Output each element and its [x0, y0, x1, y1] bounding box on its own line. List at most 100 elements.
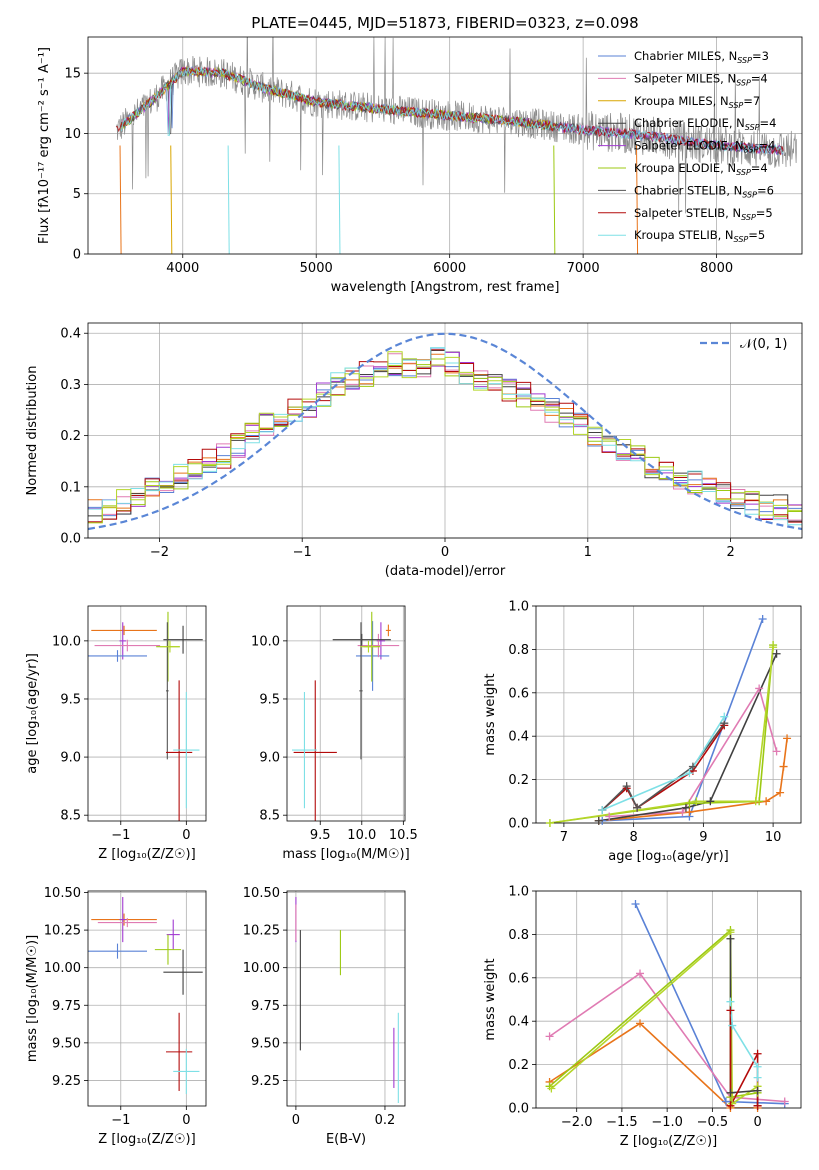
plot-area-mass_vs_ebv [295, 897, 399, 1103]
x-tick-label: 1 [584, 545, 592, 560]
axes-age_vs_Z: −1 0 8.5 9.0 9.5 10.0 Z [log₁₀(Z/Z☉)] age [log₁… [25, 605, 207, 862]
x-tick-label: 0 [182, 828, 190, 843]
y-tick-label: 0.4 [60, 327, 81, 342]
model-spectrum-kroupa_stelib [120, 66, 784, 155]
weight-point [720, 712, 729, 721]
x-tick-label: 7000 [567, 261, 600, 276]
y-axis-label: mass [log₁₀(M/M☉)] [25, 935, 40, 1062]
y-tick-label: 0.8 [508, 643, 529, 658]
weight-point [726, 934, 735, 943]
axes-weight_vs_Z: −2.0 −1.5 −1.0 −0.5 0 0.0 0.2 0.4 0.6 0.8 1.0 Z [lo… [483, 885, 802, 1149]
x-tick-label: −2.0 [561, 1115, 593, 1130]
weight-point [772, 747, 781, 756]
spectrum-drop [553, 145, 556, 254]
y-tick-label: 5 [73, 187, 81, 202]
x-axis-label: Z [log₁₀(Z/Z☉)] [98, 847, 195, 862]
y-axis-label: age [log₁₀(age/yr)] [25, 653, 40, 774]
y-tick-label: 0.2 [508, 1058, 529, 1073]
weight-line-lime [549, 647, 774, 823]
x-tick-label: −0.5 [697, 1115, 729, 1130]
weight-line-kroupa_stelib [729, 1001, 759, 1078]
y-tick-label: 10.00 [44, 961, 81, 976]
weight-point [762, 797, 771, 806]
y-tick-label: 15 [64, 67, 81, 82]
weight-line-orange [549, 1022, 758, 1108]
weight-line-chabrier_elodie [598, 653, 778, 822]
spectrum-drop [119, 145, 122, 254]
y-tick-label: 10.50 [243, 886, 280, 901]
weight-point [776, 788, 785, 797]
axes-mass_vs_ebv: 0 0.2 9.25 9.50 9.75 10.00 10.25 10.50 E(B-V) [243, 886, 406, 1147]
y-axis-label: Normed distribution [25, 366, 40, 496]
legend-label: Kroupa ELODIE, NSSP=4 [634, 161, 768, 177]
y-tick-label: 10.00 [243, 961, 280, 976]
legend-label: Chabrier STELIB, NSSP=6 [634, 183, 774, 199]
y-tick-label: 9.75 [251, 999, 280, 1014]
weight-point [631, 900, 640, 909]
weight-point [728, 1021, 737, 1030]
y-tick-label: 9.25 [251, 1074, 280, 1089]
weight-point [688, 762, 697, 771]
weight-point [783, 734, 792, 743]
x-axis-label: mass [log₁₀(M/M☉)] [282, 847, 409, 862]
weight-point [547, 1084, 556, 1093]
axes-spectrum: 4000 5000 6000 7000 8000 0 5 10 15 wavelength [An… [37, 36, 803, 295]
x-axis-label: E(B-V) [326, 1132, 366, 1147]
weight-point [758, 615, 767, 624]
x-tick-label: −1 [293, 545, 312, 560]
plot-area-age_vs_mass [291, 611, 400, 821]
weight-point [753, 1086, 762, 1095]
weight-point [780, 1097, 789, 1106]
y-tick-label: 0.2 [60, 429, 81, 444]
weight-point [636, 969, 645, 978]
y-tick-label: 9.0 [60, 751, 81, 766]
y-axis-label: mass weight [483, 673, 498, 755]
y-tick-label: 0.6 [508, 971, 529, 986]
y-tick-label: 1.0 [508, 885, 529, 900]
x-tick-label: 0.2 [375, 1113, 396, 1128]
axes-frame [535, 605, 802, 824]
weight-line-kroupa_stelib [601, 716, 725, 811]
y-tick-label: 1.0 [508, 600, 529, 615]
y-tick-label: 10 [64, 127, 81, 142]
weight-line-orange [598, 738, 788, 822]
weight-point [726, 1088, 735, 1097]
legend: Chabrier MILES, NSSP=3 Salpeter MILES, NS… [598, 49, 776, 244]
y-tick-label: 10.0 [52, 634, 81, 649]
y-tick-label: 0.0 [508, 1102, 529, 1117]
weight-point [636, 1019, 645, 1028]
y-tick-label: 9.50 [52, 1036, 81, 1051]
weight-line-salpeter_stelib [601, 724, 725, 811]
weight-point [685, 769, 694, 778]
x-tick-label: 8 [629, 830, 637, 845]
spectrum-drop [227, 145, 230, 254]
x-tick-label: 0 [182, 1113, 190, 1128]
plot-area-spectrum [115, 37, 798, 254]
x-tick-label: −1 [111, 1113, 130, 1128]
legend-label: Kroupa MILES, NSSP=7 [634, 94, 760, 110]
y-tick-label: 9.75 [52, 999, 81, 1014]
weight-point [769, 643, 778, 652]
y-tick-label: 0.3 [60, 378, 81, 393]
x-tick-label: 2 [726, 545, 734, 560]
x-axis-label: Z [log₁₀(Z/Z☉)] [98, 1132, 195, 1147]
spectrum-drop [338, 145, 341, 254]
y-tick-label: 10.25 [44, 924, 81, 939]
y-tick-label: 0.0 [508, 817, 529, 832]
legend: 𝒩(0, 1) [700, 337, 787, 352]
legend-label: 𝒩(0, 1) [740, 337, 787, 352]
weight-point [598, 805, 607, 814]
legend-label: Chabrier ELODIE, NSSP=4 [634, 116, 776, 132]
plot-area-residuals [88, 332, 802, 531]
y-tick-label: 10.25 [243, 924, 280, 939]
x-axis-label: wavelength [Angstrom, rest frame] [331, 280, 560, 295]
y-tick-label: 0.1 [60, 480, 81, 495]
y-tick-label: 8.5 [259, 809, 280, 824]
legend-label: Salpeter ELODIE, NSSP=4 [634, 139, 775, 155]
x-tick-label: 10 [765, 830, 782, 845]
weight-point [726, 997, 735, 1006]
chart-title: PLATE=0445, MJD=51873, FIBERID=0323, z=0… [251, 14, 638, 32]
plot-area-weight_vs_Z [549, 903, 785, 1108]
axes-residuals: −2 −1 0 1 2 0.0 0.1 0.2 0.3 0.4 (data-model)/error… [25, 322, 803, 579]
